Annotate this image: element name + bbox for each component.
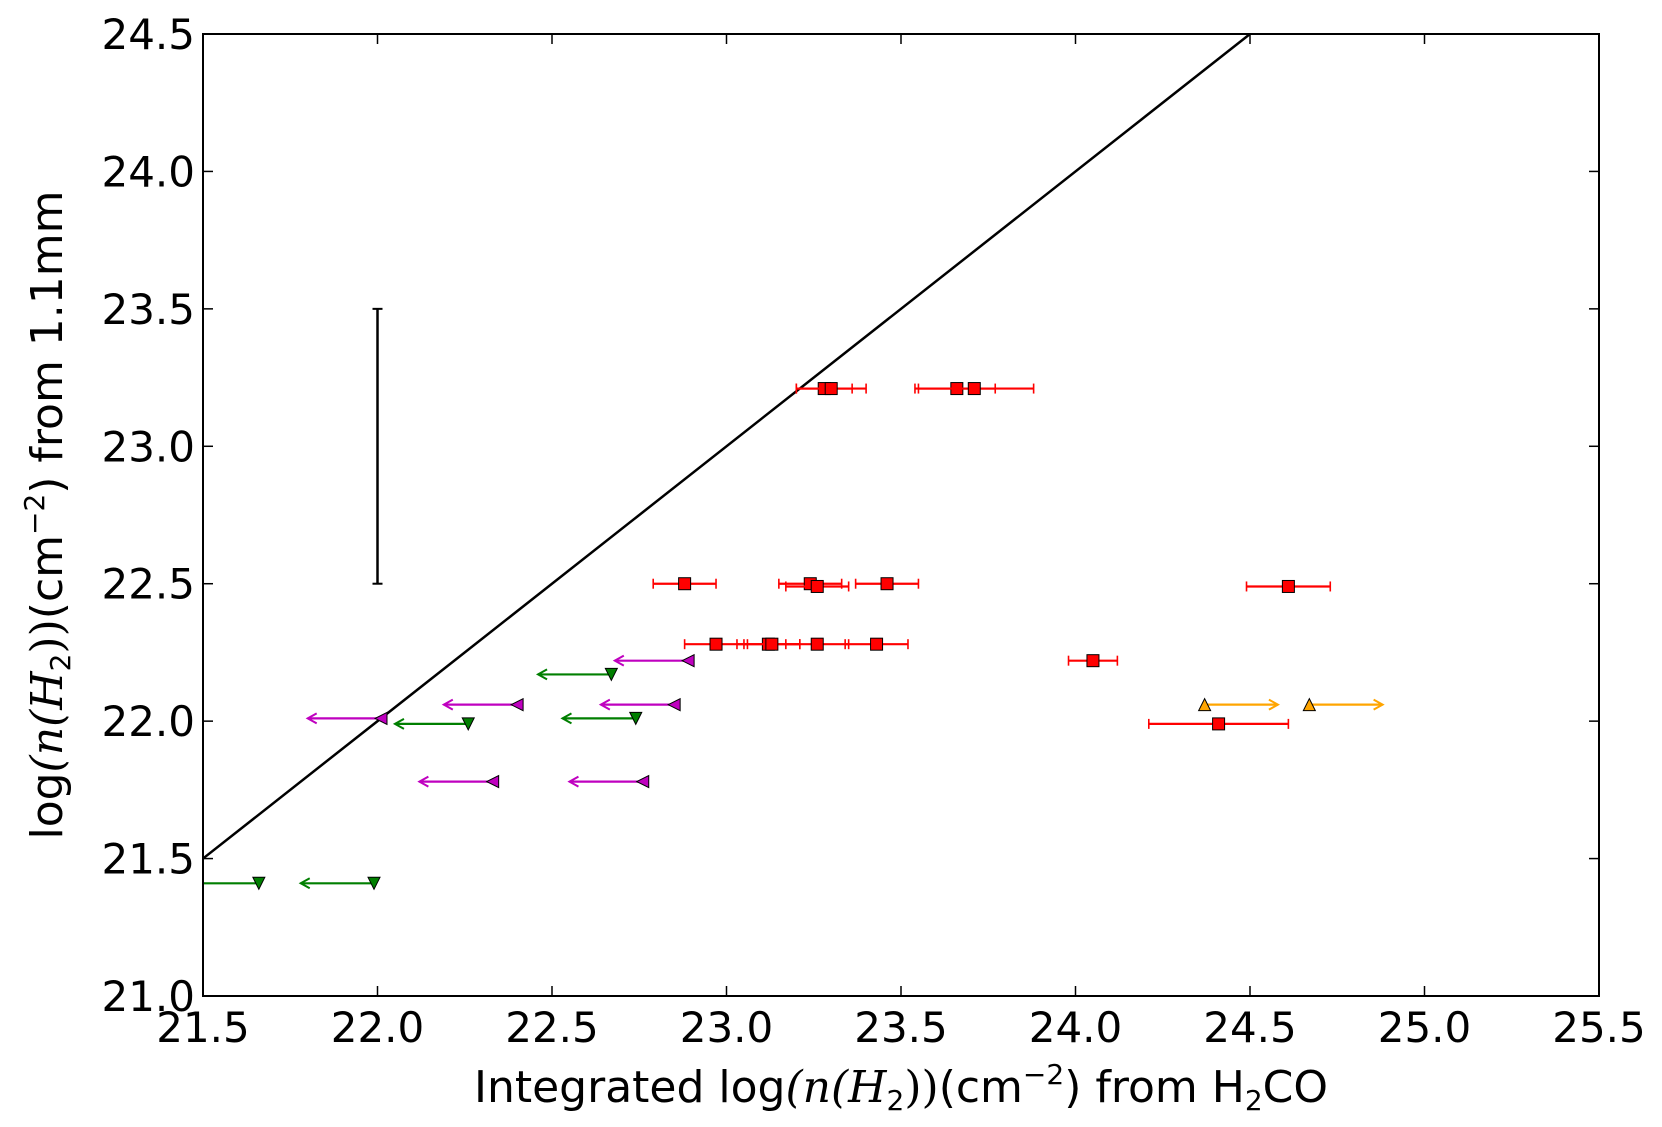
series-1-point-0-marker <box>680 653 695 668</box>
y-axis-label-unit-close: ) <box>22 477 73 494</box>
y-tick-label-2: 22.0 <box>101 697 195 746</box>
series-3-point-0-limit-arrow-head <box>1268 698 1280 711</box>
one-to-one-line <box>203 34 1251 860</box>
series-1-point-4-limit-arrow-head <box>417 775 429 788</box>
y-axis-label-sub: 2 <box>44 654 77 672</box>
y-axis-label-math: (n(H <box>22 670 73 773</box>
series-2-point-1-marker <box>628 711 643 726</box>
y-axis-label-math-close: )) <box>22 619 73 653</box>
series-1-point-2-limit-arrow-head <box>598 698 611 711</box>
x-axis-label: Integrated log(n(H2))(cm−2) from H2CO <box>474 1058 1328 1117</box>
series-2-point-4-limit-arrow-head <box>298 877 311 890</box>
series-0-point-3-marker <box>967 382 981 396</box>
x-axis-label-unit-sup: −2 <box>1023 1058 1064 1091</box>
axis-ticks: 21.5 22.0 22.5 23.0 23.5 24.0 24.5 25.0 25.5 21.0… <box>101 10 1645 1052</box>
x-axis-label-suffix-sub: 2 <box>1245 1084 1263 1117</box>
series-0-point-1-marker <box>824 382 838 396</box>
series-1-point-3-limit-arrow-head <box>305 712 318 725</box>
series-0-point-7-marker <box>880 577 894 591</box>
x-axis-label-unit-close: ) <box>1064 1062 1081 1113</box>
series-1-point-1-marker <box>509 697 524 712</box>
y-axis-label-suffix: from 1.1mm <box>22 190 73 476</box>
x-tick-label-4: 23.5 <box>854 1003 948 1052</box>
series-0-point-6-marker <box>810 579 824 593</box>
y-tick-label-3: 22.5 <box>101 560 195 609</box>
x-tick-label-6: 24.5 <box>1203 1003 1297 1052</box>
y-tick-label-4: 23.0 <box>101 422 195 471</box>
series-3-point-1-limit-arrow-head <box>1373 698 1385 711</box>
series-2-point-4-marker <box>367 876 381 891</box>
series-1-point-3-marker <box>373 711 388 726</box>
x-axis-label-prefix: Integrated log <box>474 1062 785 1113</box>
y-tick-label-6: 24.0 <box>101 147 195 196</box>
series-0-point-12-marker <box>810 637 824 651</box>
plot-frame <box>202 33 1600 997</box>
data-layer <box>203 34 1385 891</box>
series-1-point-1-limit-arrow-head <box>441 698 454 711</box>
series-1-point-5-marker <box>635 774 650 789</box>
x-tick-label-1: 22.0 <box>331 1003 425 1052</box>
series-0-point-9-marker <box>709 637 723 651</box>
series-1-point-4-marker <box>485 774 500 789</box>
y-tick-label-7: 24.5 <box>101 10 195 59</box>
y-tick-label-0: 21.0 <box>101 972 195 1021</box>
x-axis-label-unit: (cm <box>939 1062 1023 1113</box>
y-tick-label-5: 23.5 <box>101 285 195 334</box>
y-axis-label-prefix: log <box>22 772 73 839</box>
y-tick-label-1: 21.5 <box>101 835 195 884</box>
x-tick-label-8: 25.5 <box>1552 1003 1646 1052</box>
series-0-point-13-marker <box>870 637 884 651</box>
series-2-point-2-limit-arrow-head <box>392 718 405 730</box>
series-3-point-0-marker <box>1197 697 1212 712</box>
x-axis-label-math: (n(H <box>785 1062 888 1113</box>
series-1-point-2-marker <box>667 697 681 712</box>
series-2-point-0-limit-arrow-head <box>535 668 548 681</box>
series-0-point-14-marker <box>1086 654 1100 668</box>
series-0-point-11-marker <box>765 637 779 651</box>
x-axis-label-sub: 2 <box>887 1084 905 1117</box>
series-0-point-4-marker <box>678 577 692 591</box>
series-0-point-15-marker <box>1212 717 1226 731</box>
x-tick-label-0: 21.5 <box>156 1003 250 1052</box>
x-tick-label-3: 23.0 <box>680 1003 774 1052</box>
series-0-point-8-marker <box>1281 579 1295 593</box>
x-tick-label-5: 24.0 <box>1029 1003 1123 1052</box>
x-axis-label-suffix: from H <box>1081 1062 1244 1113</box>
series-2-point-1-limit-arrow-head <box>560 712 572 725</box>
series-2-point-3-marker <box>252 876 266 891</box>
x-axis-label-suffix-end: CO <box>1263 1062 1328 1113</box>
y-axis-label-unit: (cm <box>22 535 73 619</box>
x-tick-label-2: 22.5 <box>505 1003 599 1052</box>
series-1-point-5-limit-arrow-head <box>567 775 579 788</box>
x-axis-label-math-close: )) <box>904 1062 938 1113</box>
x-tick-label-7: 25.0 <box>1378 1003 1472 1052</box>
y-axis-label: log(n(H2))(cm−2) from 1.1mm <box>18 190 77 839</box>
series-2-point-2-marker <box>461 717 476 732</box>
series-3-point-1-marker <box>1302 697 1317 712</box>
series-1-point-0-limit-arrow-head <box>612 654 625 667</box>
y-axis-label-unit-sup: −2 <box>18 494 51 535</box>
series-2-point-0-marker <box>604 667 619 682</box>
